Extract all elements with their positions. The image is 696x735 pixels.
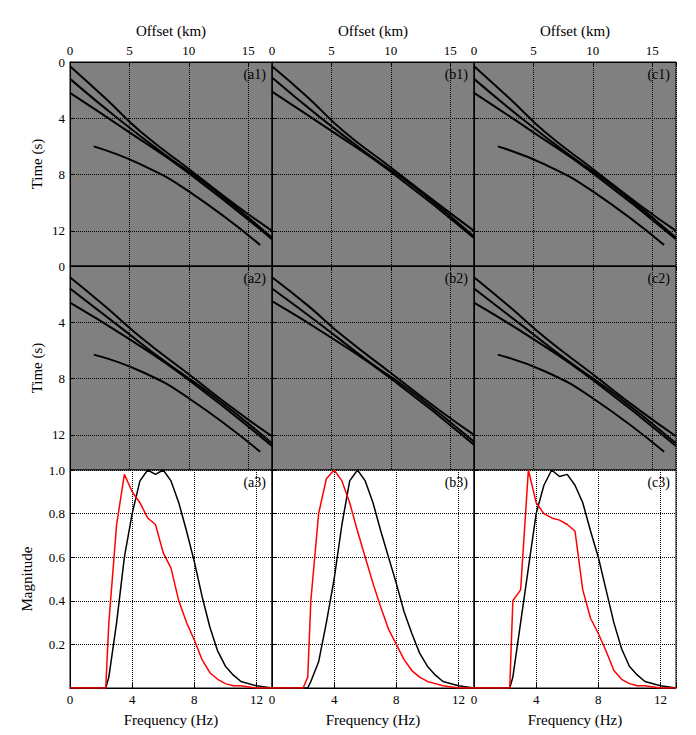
svg-text:Frequency (Hz): Frequency (Hz) bbox=[124, 712, 219, 729]
svg-text:8: 8 bbox=[59, 167, 66, 182]
svg-text:(b1): (b1) bbox=[445, 67, 469, 83]
svg-text:Time (s): Time (s) bbox=[29, 343, 46, 394]
svg-text:Time (s): Time (s) bbox=[29, 139, 46, 190]
svg-text:8: 8 bbox=[595, 692, 602, 707]
svg-text:15: 15 bbox=[646, 43, 659, 58]
svg-text:8: 8 bbox=[393, 692, 400, 707]
svg-text:10: 10 bbox=[384, 43, 397, 58]
svg-text:12: 12 bbox=[52, 223, 65, 238]
svg-text:0.4: 0.4 bbox=[49, 593, 66, 608]
svg-text:(b2): (b2) bbox=[445, 271, 469, 287]
svg-text:4: 4 bbox=[59, 315, 66, 330]
svg-text:5: 5 bbox=[328, 43, 335, 58]
svg-text:(a2): (a2) bbox=[243, 271, 266, 287]
svg-text:0.2: 0.2 bbox=[49, 637, 65, 652]
svg-text:12: 12 bbox=[52, 427, 65, 442]
svg-text:Offset (km): Offset (km) bbox=[540, 23, 610, 40]
svg-text:0: 0 bbox=[59, 55, 66, 70]
svg-text:4: 4 bbox=[59, 111, 66, 126]
svg-text:(a1): (a1) bbox=[243, 67, 266, 83]
svg-text:5: 5 bbox=[530, 43, 537, 58]
svg-text:5: 5 bbox=[126, 43, 133, 58]
svg-text:4: 4 bbox=[331, 692, 338, 707]
svg-text:Magnitude: Magnitude bbox=[19, 546, 35, 611]
svg-text:0: 0 bbox=[67, 692, 74, 707]
svg-text:(c2): (c2) bbox=[647, 271, 670, 287]
svg-text:Frequency (Hz): Frequency (Hz) bbox=[528, 712, 623, 729]
svg-text:Offset (km): Offset (km) bbox=[136, 23, 206, 40]
svg-text:Offset (km): Offset (km) bbox=[338, 23, 408, 40]
svg-text:0: 0 bbox=[269, 692, 276, 707]
svg-text:12: 12 bbox=[654, 692, 667, 707]
svg-text:8: 8 bbox=[59, 371, 66, 386]
svg-text:0: 0 bbox=[59, 259, 66, 274]
svg-text:8: 8 bbox=[191, 692, 198, 707]
svg-text:1.0: 1.0 bbox=[49, 463, 65, 478]
svg-text:12: 12 bbox=[250, 692, 263, 707]
svg-text:0: 0 bbox=[471, 43, 478, 58]
svg-text:4: 4 bbox=[129, 692, 136, 707]
svg-text:Frequency (Hz): Frequency (Hz) bbox=[326, 712, 421, 729]
svg-text:0.6: 0.6 bbox=[49, 550, 66, 565]
svg-text:15: 15 bbox=[242, 43, 255, 58]
svg-text:10: 10 bbox=[182, 43, 195, 58]
svg-text:(c3): (c3) bbox=[647, 475, 670, 491]
svg-text:0.8: 0.8 bbox=[49, 506, 65, 521]
svg-text:(a3): (a3) bbox=[243, 475, 266, 491]
svg-text:0: 0 bbox=[471, 692, 478, 707]
svg-text:0: 0 bbox=[67, 43, 74, 58]
svg-text:15: 15 bbox=[444, 43, 457, 58]
svg-text:10: 10 bbox=[586, 43, 599, 58]
svg-text:(c1): (c1) bbox=[647, 67, 670, 83]
svg-text:4: 4 bbox=[533, 692, 540, 707]
svg-text:12: 12 bbox=[452, 692, 465, 707]
svg-text:0: 0 bbox=[269, 43, 276, 58]
svg-text:(b3): (b3) bbox=[445, 475, 469, 491]
